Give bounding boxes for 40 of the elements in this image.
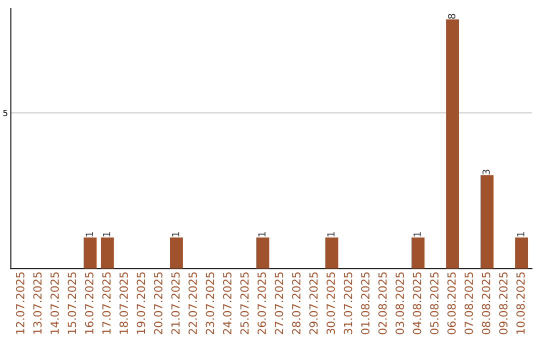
x-tick-label: 22.07.2025 [188, 272, 197, 334]
x-tick-label: 07.08.2025 [464, 272, 474, 334]
x-tick-label: 27.07.2025 [274, 272, 284, 334]
data-label: 1 [414, 232, 421, 236]
x-tick-label: 02.08.2025 [378, 272, 387, 334]
x-tick-label: 10.08.2025 [516, 272, 525, 334]
x-tick-label: 31.07.2025 [344, 272, 352, 334]
x-tick-label: 15.07.2025 [68, 272, 76, 334]
x-tick-label: 09.08.2025 [499, 272, 508, 334]
x-tick-label: 17.07.2025 [102, 272, 111, 334]
x-tick-label: 24.07.2025 [223, 272, 232, 334]
data-label: 3 [482, 170, 490, 174]
data-label: 8 [448, 14, 456, 19]
x-tick-label: 26.07.2025 [258, 272, 266, 334]
x-tick-label: 05.08.2025 [430, 272, 438, 334]
x-tick-label: 04.08.2025 [412, 272, 422, 334]
x-tick-label: 08.08.2025 [482, 272, 490, 334]
x-tick-label: 30.07.2025 [326, 272, 335, 334]
x-tick-label: 18.07.2025 [120, 272, 128, 334]
data-label: 1 [258, 232, 266, 236]
data-label: 1 [86, 232, 93, 236]
x-tick-label: 28.07.2025 [292, 272, 300, 334]
x-tick-label: 03.08.2025 [396, 272, 404, 334]
data-label: 1 [327, 232, 334, 236]
y-tick-label: 5 [3, 110, 8, 116]
x-tick-label: 12.07.2025 [16, 272, 24, 334]
x-tick-label: 21.07.2025 [171, 272, 180, 334]
data-label: 1 [172, 232, 180, 236]
x-tick-label: 06.08.2025 [447, 272, 456, 334]
x-tick-label: 14.07.2025 [50, 272, 59, 334]
x-tick-label: 25.07.2025 [240, 272, 249, 334]
x-tick-label: 29.07.2025 [309, 272, 318, 334]
data-label: 1 [517, 232, 524, 236]
x-tick-label: 01.08.2025 [361, 272, 370, 334]
x-tick-label: 19.07.2025 [136, 272, 146, 334]
data-label: 1 [103, 232, 110, 236]
x-tick-label: 23.07.2025 [206, 272, 214, 334]
x-tick-label: 20.07.2025 [154, 272, 162, 334]
x-tick-label: 13.07.2025 [33, 272, 42, 334]
x-tick-label: 16.07.2025 [84, 272, 94, 334]
